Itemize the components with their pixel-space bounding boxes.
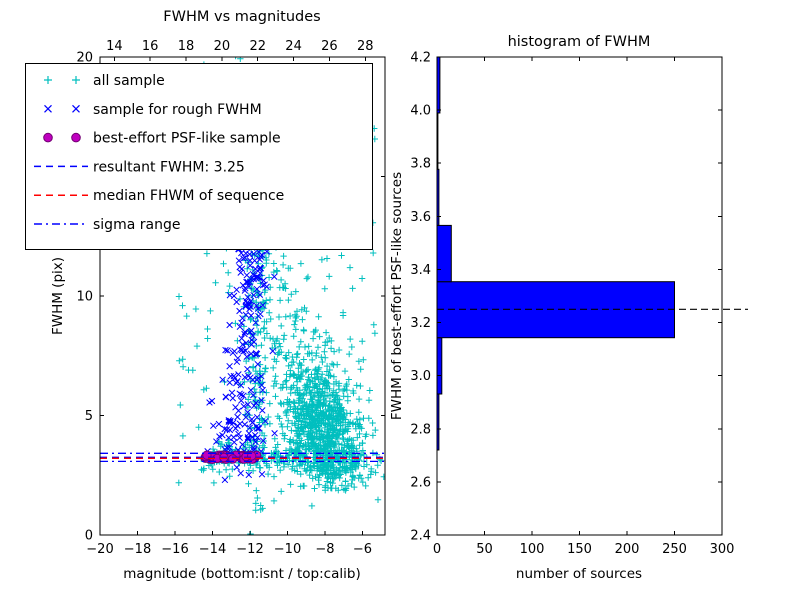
tick-label: 300 (710, 542, 735, 557)
tick-label: 3.0 (410, 369, 431, 384)
histogram-bar (437, 337, 443, 395)
legend-item-label: resultant FWHM: 3.25 (93, 159, 245, 175)
legend-item-label: all sample (93, 73, 165, 89)
tick-label: 250 (662, 542, 687, 557)
right-plot-ylabel: FWHM of best-effort PSF-like sources (389, 172, 405, 420)
tick-label: 20 (76, 51, 93, 66)
tick-label: −6 (353, 542, 372, 557)
left-plot-content: −20 −18 −16 −14 −12 −10 −8 −6 14 16 18 20 22 24 26 28 0 5… (76, 39, 386, 557)
legend-item-label: median FHWM of sequence (93, 188, 284, 204)
tick-label: −14 (199, 542, 226, 557)
legend-x-marker (44, 104, 52, 113)
tick-label: 10 (76, 290, 93, 305)
tick-label: 18 (178, 39, 195, 54)
tick-label: 28 (357, 39, 374, 54)
tick-label: 0 (85, 529, 93, 544)
legend-plus-marker (72, 76, 80, 84)
tick-label: 4.2 (410, 51, 431, 66)
tick-label: 3.4 (410, 263, 431, 278)
tick-label: 24 (285, 39, 302, 54)
tick-label: 100 (520, 542, 545, 557)
legend-box: all sample sample for rough FWHM best-effo… (25, 63, 373, 250)
tick-label: −10 (274, 542, 301, 557)
tick-label: −12 (236, 542, 263, 557)
histogram-bar (437, 224, 452, 283)
left-plot-xlabel: magnitude (bottom:isnt / top:calib) (123, 566, 360, 582)
legend-plus-marker (44, 76, 52, 84)
tick-label: −8 (315, 542, 334, 557)
tick-label: −20 (86, 542, 113, 557)
right-plot-content: 0 50 100 150 200 250 300 2.4 2.6 2.8 3.0 3.2 3.4 3.6 3… (410, 51, 748, 557)
tick-label: −18 (124, 542, 151, 557)
legend-x-marker (72, 104, 80, 113)
tick-label: 22 (249, 39, 266, 54)
tick-label: 16 (142, 39, 159, 54)
histogram-bar (437, 57, 441, 114)
tick-label: 20 (214, 39, 231, 54)
tick-label: 2.6 (410, 475, 431, 490)
legend-circle-marker (43, 132, 53, 143)
tick-label: 3.8 (410, 157, 431, 172)
tick-label: 150 (567, 542, 592, 557)
tick-label: 50 (476, 542, 493, 557)
fwhm-histogram-plot: 0 50 100 150 200 250 300 2.4 2.6 2.8 3.0 3.2 3.4 3.6 3… (389, 34, 748, 582)
right-plot-xlabel: number of sources (516, 566, 642, 582)
tick-label: 3.2 (410, 316, 431, 331)
histogram-bars-layer (437, 57, 675, 451)
tick-label: 14 (106, 39, 123, 54)
legend-item-label: best-effort PSF-like sample (93, 131, 281, 147)
legend-circle-marker (71, 132, 81, 143)
fwhm-vs-magnitudes-plot: −20 −18 −16 −14 −12 −10 −8 −6 14 16 18 20 22 24 26 28 0 5… (50, 9, 386, 582)
left-plot-title: FWHM vs magnitudes (163, 9, 320, 25)
left-plot-data-layer (100, 57, 385, 535)
legend-item-label: sample for rough FWHM (93, 102, 262, 118)
tick-label: 2.4 (410, 529, 431, 544)
tick-label: 3.6 (410, 210, 431, 225)
tick-label: 0 (433, 542, 441, 557)
tick-label: 200 (615, 542, 640, 557)
tick-label: 4.0 (410, 104, 431, 119)
legend-frame (25, 63, 373, 250)
right-plot-title: histogram of FWHM (508, 34, 651, 50)
tick-label: 2.8 (410, 422, 431, 437)
tick-label: −16 (161, 542, 188, 557)
left-plot-ylabel: FWHM (pix) (50, 257, 66, 335)
tick-label: 5 (85, 409, 93, 424)
legend-item-label: sigma range (93, 217, 180, 233)
tick-label: 26 (321, 39, 338, 54)
